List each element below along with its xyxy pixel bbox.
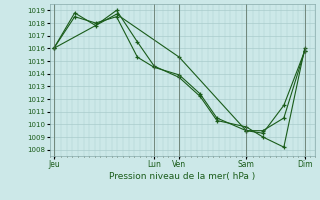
X-axis label: Pression niveau de la mer( hPa ): Pression niveau de la mer( hPa ) — [109, 172, 256, 181]
